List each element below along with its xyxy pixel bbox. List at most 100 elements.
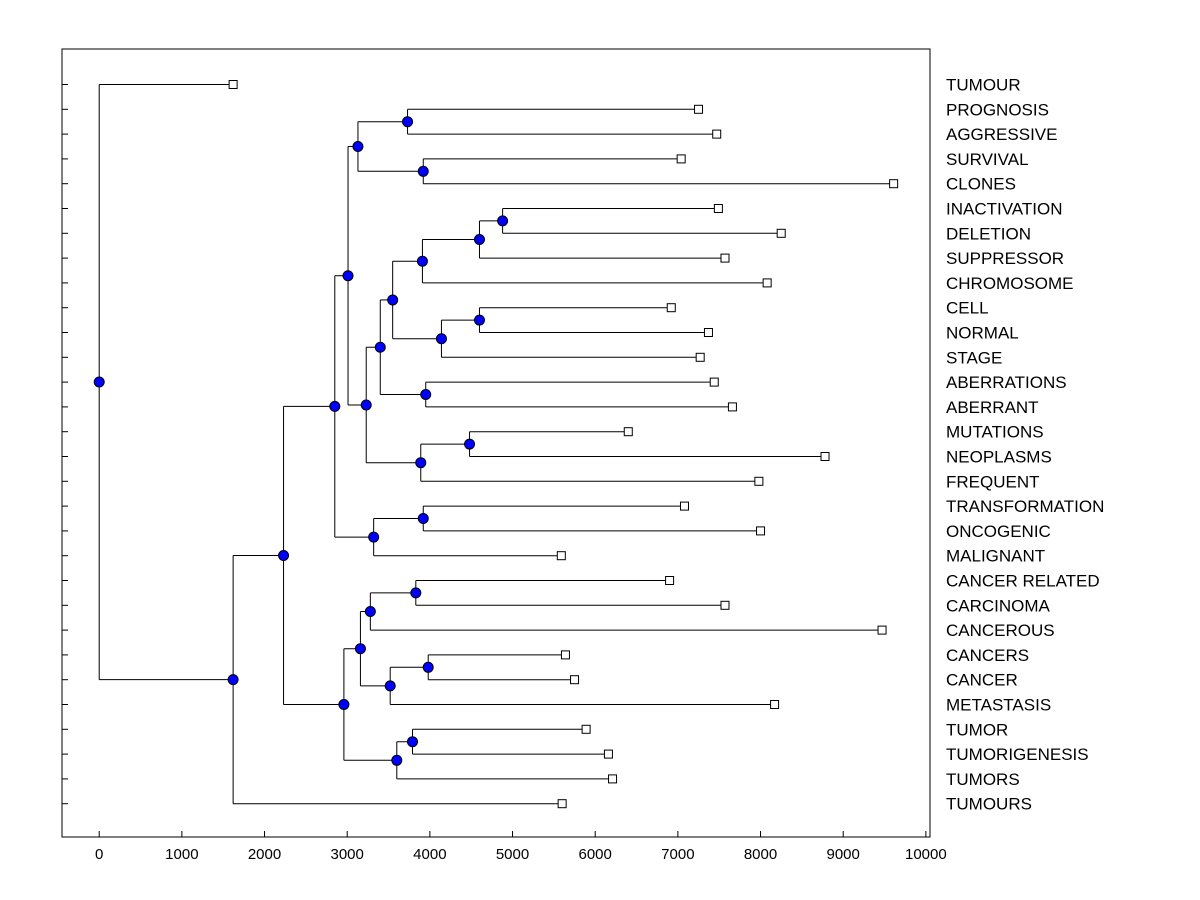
leaf-label-chromosome: CHROMOSOME bbox=[946, 274, 1074, 293]
leaf-marker-mutations bbox=[623, 427, 633, 437]
merge-node-n9 bbox=[387, 294, 399, 306]
merge-node-n2 bbox=[417, 165, 429, 177]
leaf-label-tumor: TUMOR bbox=[946, 720, 1008, 739]
leaf-label-carcinoma: CARCINOMA bbox=[946, 596, 1051, 615]
leaf-marker-aberrations bbox=[709, 377, 719, 387]
leaf-label-suppressor: SUPPRESSOR bbox=[946, 249, 1064, 268]
leaf-label-tumors: TUMORS bbox=[946, 770, 1020, 789]
leaf-marker-tumor bbox=[581, 724, 591, 734]
merge-node-n16 bbox=[417, 513, 429, 524]
leaf-label-tumours: TUMOURS bbox=[946, 795, 1032, 814]
leaf-label-normal: NORMAL bbox=[946, 324, 1019, 343]
merge-node-n6 bbox=[416, 255, 428, 267]
merge-node-n7 bbox=[473, 314, 485, 326]
merge-node-n3 bbox=[352, 141, 364, 152]
merge-nodes bbox=[93, 116, 509, 766]
merge-node-n1 bbox=[402, 116, 414, 128]
leaf-marker-clones bbox=[889, 179, 899, 189]
leaf-label-neoplasms: NEOPLASMS bbox=[946, 448, 1052, 467]
leaf-label-mutations: MUTATIONS bbox=[946, 423, 1044, 442]
leaf-label-deletion: DELETION bbox=[946, 224, 1031, 243]
leaf-label-malignant: MALIGNANT bbox=[946, 547, 1045, 566]
merge-node-n12 bbox=[464, 438, 476, 450]
merge-node-n26 bbox=[338, 699, 350, 710]
merge-node-n17 bbox=[368, 531, 380, 543]
merge-node-n22 bbox=[384, 680, 396, 692]
dendrogram-branches bbox=[98, 84, 894, 805]
leaf-label-transformation: TRANSFORMATION bbox=[946, 497, 1104, 516]
leaf-marker-aggressive bbox=[712, 129, 722, 139]
merge-node-n11 bbox=[374, 341, 386, 353]
leaf-label-cancers: CANCERS bbox=[946, 646, 1029, 665]
leaf-marker-normal bbox=[703, 328, 713, 337]
leaf-label-cancerous: CANCEROUS bbox=[946, 621, 1055, 640]
x-tick-label-4000: 4000 bbox=[413, 846, 446, 863]
merge-node-n15 bbox=[342, 270, 354, 282]
x-tick-label-1000: 1000 bbox=[165, 846, 198, 863]
leaf-marker-cell bbox=[666, 303, 676, 313]
merge-node-n23 bbox=[354, 643, 366, 655]
leaf-label-cancer: CANCER bbox=[946, 671, 1018, 690]
x-axis: 0 1000 2000 3000 4000 5000 6000 7000 8000 9000 100… bbox=[95, 831, 947, 863]
leaf-marker-metastasis bbox=[770, 700, 780, 709]
x-tick-label-9000: 9000 bbox=[827, 846, 860, 863]
merge-node-n14 bbox=[360, 399, 372, 411]
leaf-label-aberrations: ABERRATIONS bbox=[946, 373, 1067, 392]
leaf-marker-tumorigenesis bbox=[603, 749, 613, 759]
leaf-marker-tumours bbox=[557, 799, 567, 809]
leaf-marker-malignant bbox=[556, 551, 566, 561]
leaf-label-survival: SURVIVAL bbox=[946, 150, 1029, 169]
x-tick-label-8000: 8000 bbox=[744, 846, 777, 863]
leaf-marker-cancer-related bbox=[665, 576, 675, 585]
leaf-label-metastasis: METASTASIS bbox=[946, 696, 1051, 715]
leaf-marker-transformation bbox=[679, 501, 689, 511]
merge-node-n8 bbox=[435, 333, 447, 345]
merge-node-n4 bbox=[497, 215, 509, 227]
leaf-label-tumour: TUMOUR bbox=[946, 76, 1021, 95]
x-tick-label-3000: 3000 bbox=[331, 846, 364, 863]
leaf-marker-survival bbox=[676, 154, 686, 164]
leaf-marker-cancerous bbox=[877, 625, 887, 635]
leaf-label-cell: CELL bbox=[946, 299, 989, 318]
x-tick-label-10000: 10000 bbox=[905, 846, 947, 863]
x-tick-label-7000: 7000 bbox=[661, 846, 694, 863]
merge-node-n21 bbox=[422, 661, 434, 673]
x-tick-label-5000: 5000 bbox=[496, 846, 529, 863]
leaf-label-stage: STAGE bbox=[946, 348, 1002, 367]
y-tick-marks bbox=[62, 84, 68, 805]
leaf-label-clones: CLONES bbox=[946, 175, 1016, 194]
merge-node-n5 bbox=[473, 234, 485, 245]
leaf-marker-carcinoma bbox=[720, 600, 730, 610]
plot-frame bbox=[61, 48, 931, 838]
leaf-label-inactivation: INACTIVATION bbox=[946, 200, 1063, 219]
leaf-marker-cancers bbox=[560, 650, 570, 660]
merge-node-n20 bbox=[364, 606, 376, 617]
leaf-marker-prognosis bbox=[694, 104, 704, 114]
leaf-label-aberrant: ABERRANT bbox=[946, 398, 1039, 417]
merge-node-n19 bbox=[410, 587, 422, 599]
leaf-marker-chromosome bbox=[762, 278, 772, 288]
leaf-marker-stage bbox=[695, 352, 705, 362]
x-tick-label-6000: 6000 bbox=[579, 846, 612, 863]
merge-node-n24 bbox=[407, 736, 419, 748]
leaf-label-prognosis: PROGNOSIS bbox=[946, 100, 1049, 119]
leaf-marker-inactivation bbox=[713, 204, 723, 213]
leaf-label-oncogenic: ONCOGENIC bbox=[946, 522, 1051, 541]
leaf-marker-aberrant bbox=[727, 402, 737, 412]
merge-node-n29 bbox=[93, 376, 105, 388]
merge-node-n10 bbox=[420, 389, 432, 400]
merge-node-n25 bbox=[391, 754, 403, 766]
leaf-label-cancer-related: CANCER RELATED bbox=[946, 572, 1100, 591]
merge-node-n28 bbox=[227, 674, 239, 686]
merge-node-n27 bbox=[278, 549, 290, 561]
x-tick-label-0: 0 bbox=[95, 846, 103, 863]
leaf-marker-tumour bbox=[228, 80, 238, 89]
leaf-markers bbox=[228, 80, 899, 809]
leaf-label-tumorigenesis: TUMORIGENESIS bbox=[946, 745, 1089, 764]
merge-node-n13 bbox=[415, 457, 427, 469]
leaf-marker-deletion bbox=[776, 228, 786, 238]
leaf-marker-suppressor bbox=[720, 253, 730, 263]
leaf-marker-cancer bbox=[570, 675, 580, 685]
leaf-labels: TUMOUR PROGNOSIS AGGRESSIVE SURVIVAL CLONES I… bbox=[946, 76, 1104, 814]
